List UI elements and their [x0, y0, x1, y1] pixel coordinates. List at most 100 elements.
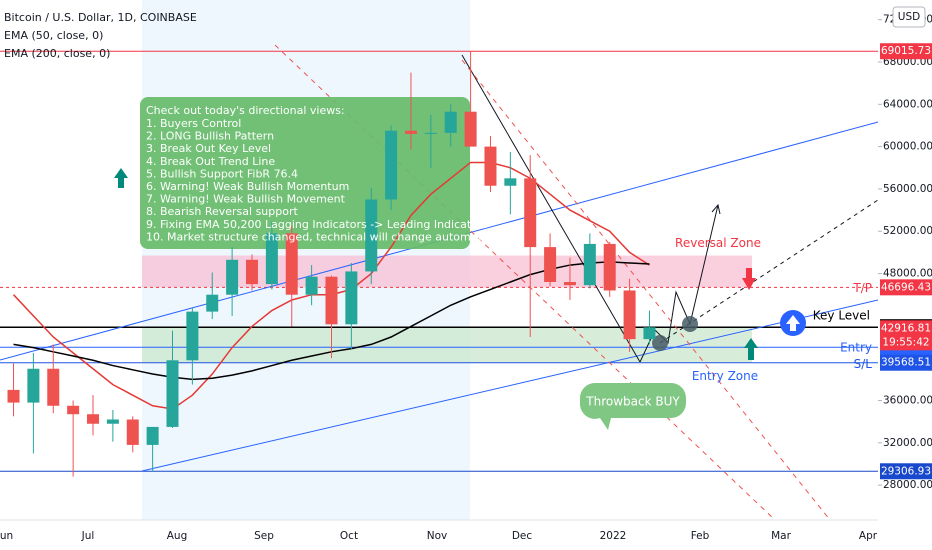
candle-body: [603, 243, 616, 291]
x-tick-label: 2022: [600, 530, 627, 542]
level-tag: Key Level: [813, 309, 870, 323]
candle-body: [265, 233, 278, 285]
price-box: [880, 463, 932, 480]
price-label: 39568.51: [881, 357, 931, 369]
candle-body: [643, 327, 656, 340]
candle-body: [245, 259, 258, 285]
x-tick-label: Jul: [81, 530, 95, 542]
price-box: [880, 354, 932, 371]
candle-body: [87, 414, 100, 424]
note-line: 3. Break Out Key Level: [146, 142, 271, 155]
indicator: EMA (50, close, 0): [4, 29, 103, 42]
note-line: 10. Market structure changed, technical …: [146, 230, 511, 243]
price-label: 69015.73: [881, 45, 931, 57]
zone: [142, 255, 752, 288]
candle-body: [424, 132, 437, 134]
current-price: 42916.81: [881, 322, 931, 334]
price-label: 29306.93: [881, 465, 931, 477]
candle-body: [226, 259, 239, 295]
x-tick-label: Apr: [859, 530, 878, 542]
current-price-box: [880, 320, 932, 351]
x-tick-label: Oct: [340, 530, 358, 542]
price-box: [880, 43, 932, 60]
candle-body: [563, 282, 576, 286]
candle-body: [524, 178, 537, 248]
candle-body: [404, 130, 417, 134]
title: Bitcoin / U.S. Dollar, 1D, COINBASE: [4, 11, 197, 24]
y-tick-label: 48000.00: [883, 268, 932, 280]
note-heading: Check out today's directional views:: [146, 104, 345, 117]
zone-label: Reversal Zone: [675, 236, 761, 250]
candle-body: [623, 290, 636, 340]
y-tick-label: 36000.00: [883, 394, 932, 406]
x-tick-label: Mar: [771, 530, 791, 542]
up-arrow: [114, 168, 128, 188]
x-tick-label: Nov: [427, 530, 448, 542]
candle-body: [166, 360, 179, 427]
y-tick-label: 68000.00: [883, 56, 932, 68]
indicator: EMA (200, close, 0): [4, 47, 110, 60]
currency-box: [892, 6, 926, 28]
candle-body: [504, 178, 517, 186]
pivot: [652, 335, 668, 351]
level-tag: Entry: [840, 341, 872, 355]
candle-body: [385, 130, 398, 200]
candle-body: [106, 419, 119, 424]
dashed-resistance: [461, 59, 831, 521]
countdown: 19:55:42: [882, 336, 929, 348]
price-box: [880, 279, 932, 296]
note-line: 8. Bearish Reversal support: [146, 205, 298, 218]
note-line: 6. Warning! Weak Bullish Momentum: [146, 180, 349, 193]
note-line: 1. Buyers Control: [146, 117, 241, 130]
callout-bubble: [579, 383, 686, 430]
pivot: [682, 316, 698, 332]
price-label: 46696.43: [881, 281, 931, 293]
candle-body: [464, 111, 477, 147]
candle-body: [325, 276, 338, 325]
currency: USD: [898, 11, 920, 23]
candle-body: [583, 243, 596, 286]
candle-body: [285, 233, 298, 295]
candle-body: [27, 368, 40, 403]
note-line: 4. Break Out Trend Line: [146, 155, 275, 168]
channel-lower: [141, 299, 879, 472]
trend-line: [461, 54, 641, 363]
x-tick-label: Sep: [254, 530, 274, 542]
arrow-head: [711, 203, 721, 215]
candle-body: [47, 368, 60, 406]
up-arrow: [744, 338, 758, 360]
callout-text: Throwback BUY: [585, 395, 680, 409]
candle-body: [305, 276, 318, 295]
candle-body: [186, 311, 199, 361]
y-tick-label: 60000.00: [883, 141, 932, 153]
x-tick-label: Aug: [167, 530, 188, 542]
candle-body: [7, 389, 20, 403]
zone-label: Entry Zone: [692, 369, 758, 383]
note-line: 5. Bullish Support FibR 76.4: [146, 167, 298, 180]
candle-body: [444, 111, 457, 133]
candle-body: [126, 419, 139, 445]
x-tick-label: Feb: [691, 530, 710, 542]
candle-body: [146, 426, 159, 445]
y-tick-label: 56000.00: [883, 183, 932, 195]
x-tick-label: Dec: [512, 530, 533, 542]
down-arrow: [742, 268, 756, 290]
note-line: 2. LONG Bullish Pattern: [146, 130, 274, 143]
y-tick-label: 64000.00: [883, 98, 932, 110]
candle-body: [484, 146, 497, 186]
candle-body: [67, 405, 80, 415]
candle-body: [206, 294, 219, 312]
candle-body: [345, 271, 358, 325]
level-tag: S/L: [854, 357, 873, 371]
y-tick-label: 32000.00: [883, 437, 932, 449]
key-icon-arrow: [786, 315, 800, 331]
y-tick-label: 28000.00: [883, 479, 932, 491]
x-tick-label: Jun: [0, 530, 13, 542]
note-line: 7. Warning! Weak Bullish Movement: [146, 193, 346, 206]
level-tag: T/P: [852, 281, 872, 295]
candle-body: [544, 247, 557, 283]
y-tick-label: 52000.00: [883, 225, 932, 237]
note-line: 9. Fixing EMA 50,200 Lagging Indicators …: [146, 218, 488, 231]
candle-body: [365, 199, 378, 272]
